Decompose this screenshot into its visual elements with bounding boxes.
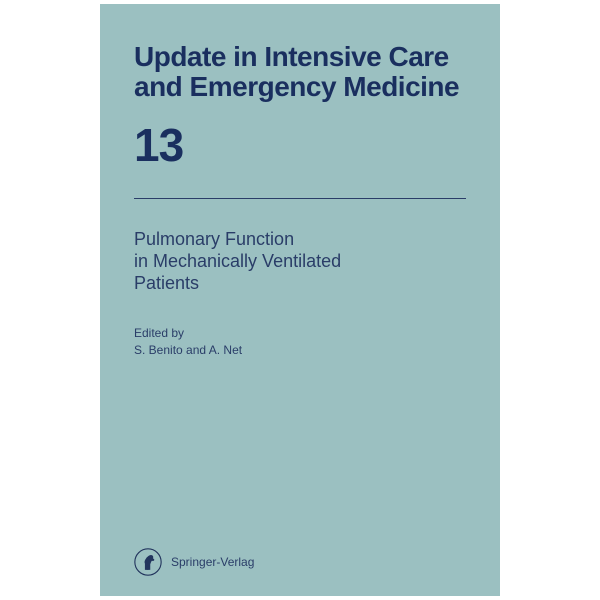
book-title-line: Pulmonary Function [134, 229, 466, 251]
editors-label: Edited by [134, 325, 466, 341]
book-title: Pulmonary Function in Mechanically Venti… [134, 229, 466, 295]
publisher-footer: Springer-Verlag [134, 548, 254, 576]
divider-rule [134, 198, 466, 199]
series-title: Update in Intensive Care and Emergency M… [134, 42, 466, 102]
volume-number: 13 [134, 122, 466, 168]
publisher-name: Springer-Verlag [171, 555, 254, 569]
publisher-logo-icon [134, 548, 162, 576]
book-title-line: Patients [134, 273, 466, 295]
page-container: Update in Intensive Care and Emergency M… [0, 0, 600, 600]
book-cover: Update in Intensive Care and Emergency M… [100, 4, 500, 596]
editors-names: S. Benito and A. Net [134, 342, 466, 358]
editors-block: Edited by S. Benito and A. Net [134, 325, 466, 357]
book-title-line: in Mechanically Ventilated [134, 251, 466, 273]
